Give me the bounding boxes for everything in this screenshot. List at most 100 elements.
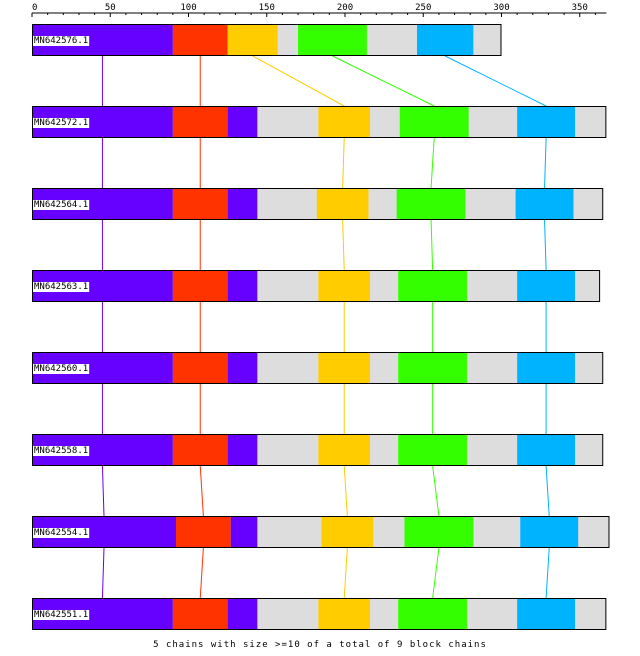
block-connector — [544, 137, 547, 189]
track-label: MN642563.1 — [34, 282, 88, 292]
track-label-background — [33, 446, 90, 456]
axis-tick-label: 50 — [105, 3, 116, 13]
sequence-block — [172, 106, 228, 138]
sequence-block — [399, 106, 469, 138]
sequence-block — [227, 188, 258, 220]
sequence-block — [398, 270, 468, 302]
sequence-block — [227, 106, 258, 138]
sequence-block — [227, 434, 258, 466]
block-connector — [430, 219, 434, 271]
track: MN642558.1 — [32, 434, 604, 466]
track: MN642551.1 — [32, 598, 607, 630]
track-label: MN642551.1 — [34, 610, 88, 620]
sequence-block — [298, 24, 367, 56]
block-connector — [101, 465, 105, 517]
block-connector — [101, 547, 105, 599]
axis-tick-label: 100 — [180, 3, 196, 13]
sequence-block — [515, 188, 574, 220]
axis-tick-label: 200 — [337, 3, 353, 13]
track-border — [32, 188, 604, 220]
sequence-block — [227, 598, 258, 630]
track: MN642563.1 — [32, 270, 601, 302]
sequence-block — [404, 516, 474, 548]
axis-tick-label: 350 — [572, 3, 588, 13]
axis-tick-label: 0 — [32, 3, 37, 13]
block-connector — [444, 55, 547, 107]
block-connector — [342, 137, 345, 189]
track-label-background — [33, 610, 90, 620]
track-label: MN642554.1 — [34, 528, 88, 538]
sequence-block — [520, 516, 579, 548]
track-border — [32, 434, 604, 466]
track-label: MN642564.1 — [34, 200, 88, 210]
block-connector — [199, 465, 204, 517]
track-border — [32, 24, 502, 56]
axis-tick-label: 250 — [415, 3, 431, 13]
sequence-block — [416, 24, 474, 56]
sequence-block — [318, 434, 371, 466]
sequence-block — [396, 188, 466, 220]
track-label-background — [33, 200, 90, 210]
block-connector — [430, 137, 435, 189]
sequence-block — [172, 24, 228, 56]
footer-caption: 5 chains with size >=10 of a total of 9 … — [153, 640, 487, 650]
track-label-background — [33, 282, 90, 292]
block-connector — [545, 465, 550, 517]
sequence-block — [321, 516, 374, 548]
track-label-background — [33, 36, 90, 46]
track: MN642564.1 — [32, 188, 604, 220]
block-connectors — [101, 55, 550, 599]
sequence-block — [227, 270, 258, 302]
track: MN642572.1 — [32, 106, 607, 138]
track-border — [32, 106, 607, 138]
track-label: MN642558.1 — [34, 446, 88, 456]
sequence-block — [517, 352, 576, 384]
axis-tick-label: 300 — [493, 3, 509, 13]
sequence-block — [175, 516, 231, 548]
block-connector — [545, 547, 550, 599]
block-connector — [342, 219, 345, 271]
scale-axis: 0 50 100 150 200 250 300 350 — [31, 3, 607, 17]
track-label: MN642560.1 — [34, 364, 88, 374]
track-border — [32, 516, 610, 548]
block-connector — [544, 219, 547, 271]
sequence-block — [316, 188, 369, 220]
sequence-block — [172, 188, 228, 220]
sequence-block — [398, 598, 468, 630]
block-connector — [432, 547, 440, 599]
sequence-block — [172, 270, 228, 302]
track-label: MN642576.1 — [34, 36, 88, 46]
block-connector — [332, 55, 435, 107]
sequence-block — [318, 352, 371, 384]
track-label-background — [33, 118, 90, 128]
sequence-block — [398, 434, 468, 466]
track-border — [32, 598, 607, 630]
track-border — [32, 352, 604, 384]
block-connector — [343, 547, 348, 599]
sequence-block — [230, 516, 258, 548]
block-connector — [343, 465, 348, 517]
sequence-block — [517, 598, 576, 630]
block-connector — [252, 55, 345, 107]
sequence-block — [517, 106, 576, 138]
sequence-block — [517, 270, 576, 302]
track-label-background — [33, 364, 90, 374]
sequence-block — [318, 270, 371, 302]
axis-tick-label: 150 — [259, 3, 275, 13]
sequence-block — [318, 106, 371, 138]
block-connector — [432, 465, 440, 517]
track: MN642560.1 — [32, 352, 604, 384]
sequence-tracks: MN642576.1 MN642572.1 MN642564.1 MN642563.1… — [32, 24, 610, 630]
track-label: MN642572.1 — [34, 118, 88, 128]
track: MN642554.1 — [32, 516, 610, 548]
sequence-block — [398, 352, 468, 384]
track: MN642576.1 — [32, 24, 502, 56]
sequence-block — [172, 352, 228, 384]
block-connector — [199, 547, 204, 599]
track-label-background — [33, 528, 90, 538]
sequence-block — [172, 434, 228, 466]
track-border — [32, 270, 601, 302]
sequence-block — [227, 24, 278, 56]
sequence-block — [318, 598, 371, 630]
